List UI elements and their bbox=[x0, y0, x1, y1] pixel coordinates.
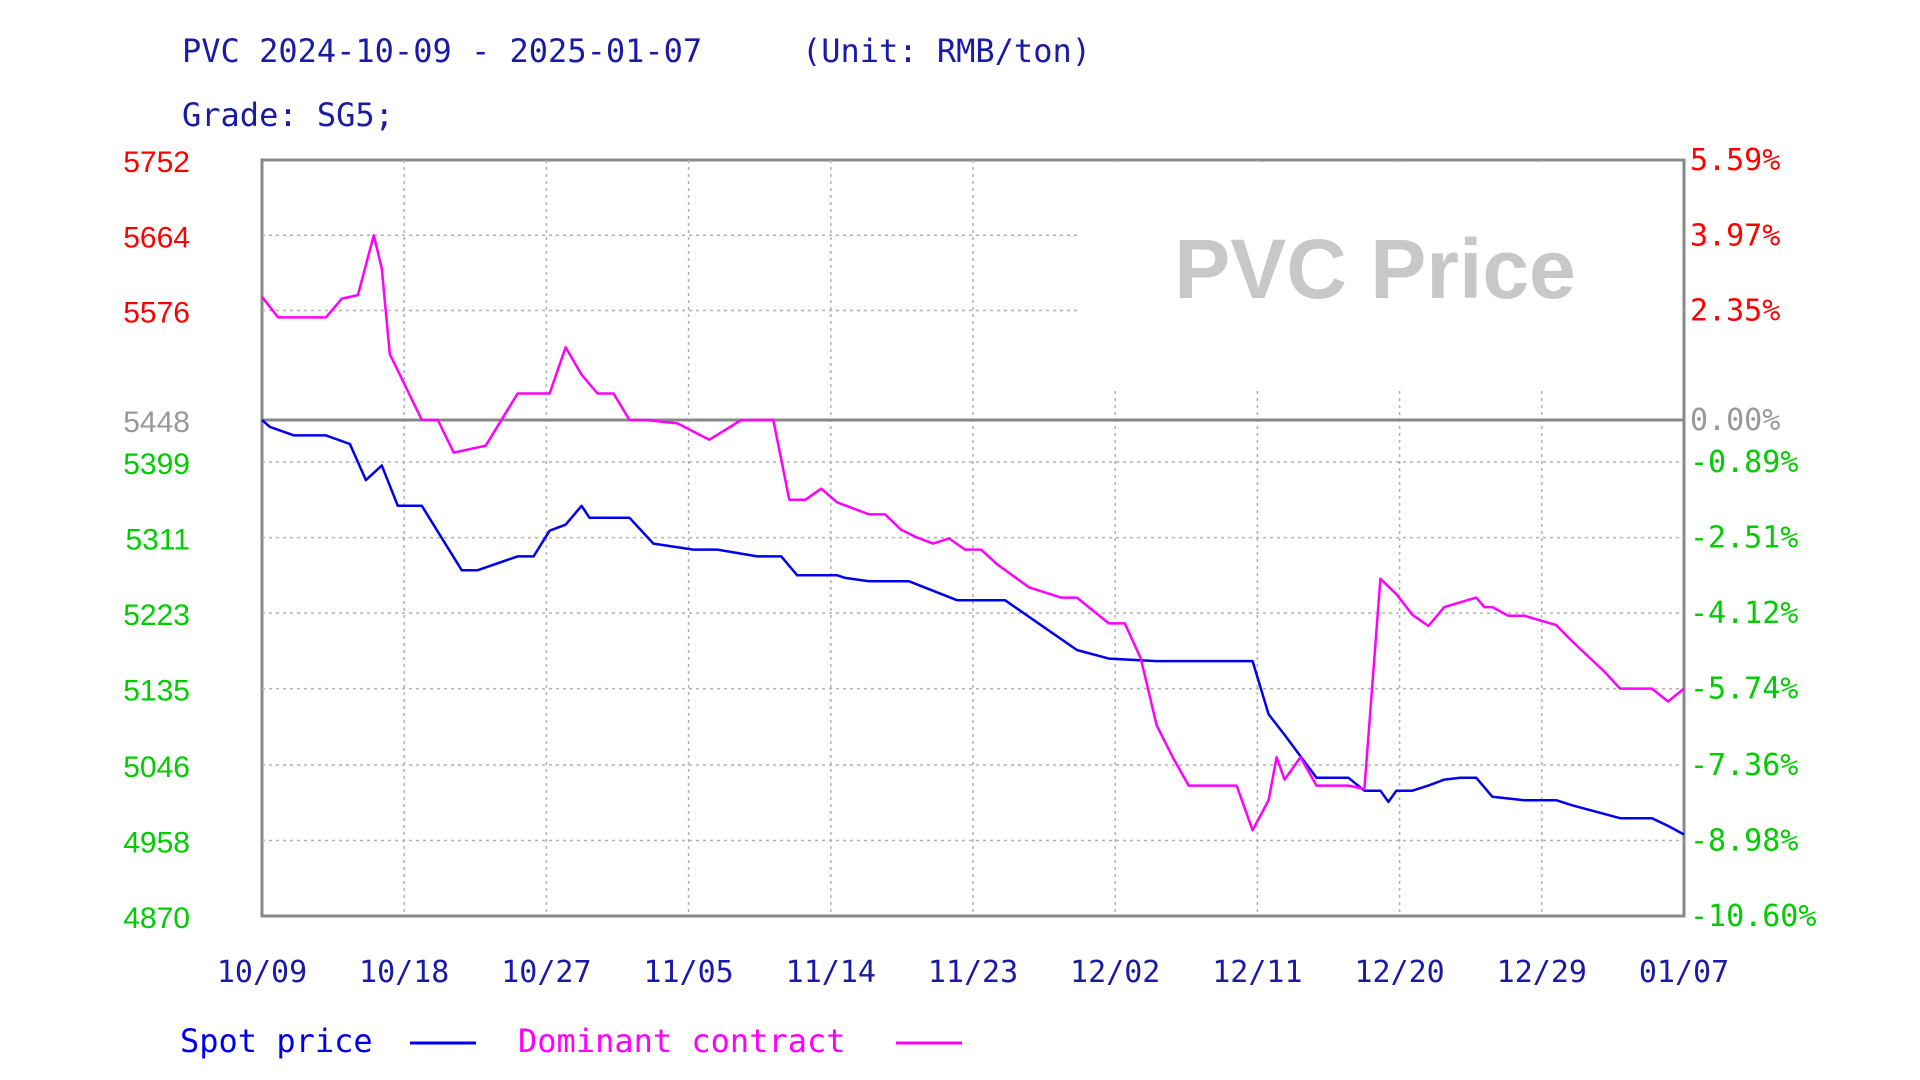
legend-spot-label: Spot price bbox=[180, 1022, 373, 1060]
x-tick-label: 10/27 bbox=[501, 955, 591, 990]
x-tick-label: 12/02 bbox=[1070, 955, 1160, 990]
x-tick-label: 01/07 bbox=[1639, 955, 1729, 990]
x-tick-label: 12/29 bbox=[1497, 955, 1587, 990]
x-tick-label: 12/11 bbox=[1212, 955, 1302, 990]
y-tick-right: -5.74% bbox=[1690, 672, 1798, 707]
dominant-contract-line bbox=[261, 234, 1685, 832]
chart-title: PVC 2024-10-09 - 2025-01-07 bbox=[182, 32, 702, 70]
x-axis: 10/09 10/18 10/27 11/05 11/14 11/23 12/02 12/11… bbox=[217, 955, 1729, 990]
left-axis: 5752 5664 5576 5448 5399 5311 5223 5135 5046 4958… bbox=[123, 146, 190, 935]
y-tick-right: -8.98% bbox=[1690, 823, 1798, 858]
y-tick-left: 5664 bbox=[123, 221, 190, 254]
y-tick-left: 5448 bbox=[123, 406, 190, 439]
legend-contract-label: Dominant contract bbox=[518, 1022, 846, 1060]
series-group bbox=[261, 234, 1685, 836]
y-tick-right: 5.59% bbox=[1690, 143, 1780, 178]
chart-grade: Grade: SG5; bbox=[182, 96, 394, 134]
y-tick-left: 5576 bbox=[123, 297, 190, 330]
y-tick-left: 4870 bbox=[123, 902, 190, 935]
y-tick-left: 4958 bbox=[123, 826, 190, 859]
right-axis: 5.59% 3.97% 2.35% 0.00% -0.89% -2.51% -4.12% -5… bbox=[1690, 143, 1816, 934]
y-tick-left: 5223 bbox=[123, 599, 190, 632]
chart-unit: (Unit: RMB/ton) bbox=[802, 32, 1091, 70]
y-tick-right: -7.36% bbox=[1690, 748, 1798, 783]
y-tick-left: 5311 bbox=[125, 524, 190, 557]
y-tick-right: -0.89% bbox=[1690, 445, 1798, 480]
x-tick-label: 11/14 bbox=[786, 955, 876, 990]
x-tick-label: 12/20 bbox=[1354, 955, 1444, 990]
watermark-box bbox=[1080, 162, 1680, 390]
y-tick-right: -4.12% bbox=[1690, 596, 1798, 631]
spot-price-line bbox=[261, 419, 1685, 836]
x-tick-label: 11/05 bbox=[643, 955, 733, 990]
watermark-text: PVC Price bbox=[1174, 222, 1576, 316]
x-tick-label: 10/09 bbox=[217, 955, 307, 990]
y-tick-right: 3.97% bbox=[1690, 218, 1780, 253]
y-tick-left: 5752 bbox=[123, 146, 190, 179]
y-tick-right: -2.51% bbox=[1690, 521, 1798, 556]
x-tick-label: 11/23 bbox=[928, 955, 1018, 990]
y-tick-right: -10.60% bbox=[1690, 899, 1816, 934]
y-tick-left: 5399 bbox=[123, 448, 190, 481]
y-tick-right: 0.00% bbox=[1690, 403, 1780, 438]
y-tick-left: 5046 bbox=[123, 751, 190, 784]
y-tick-right: 2.35% bbox=[1690, 294, 1780, 329]
y-tick-left: 5135 bbox=[123, 675, 190, 708]
x-tick-label: 10/18 bbox=[359, 955, 449, 990]
